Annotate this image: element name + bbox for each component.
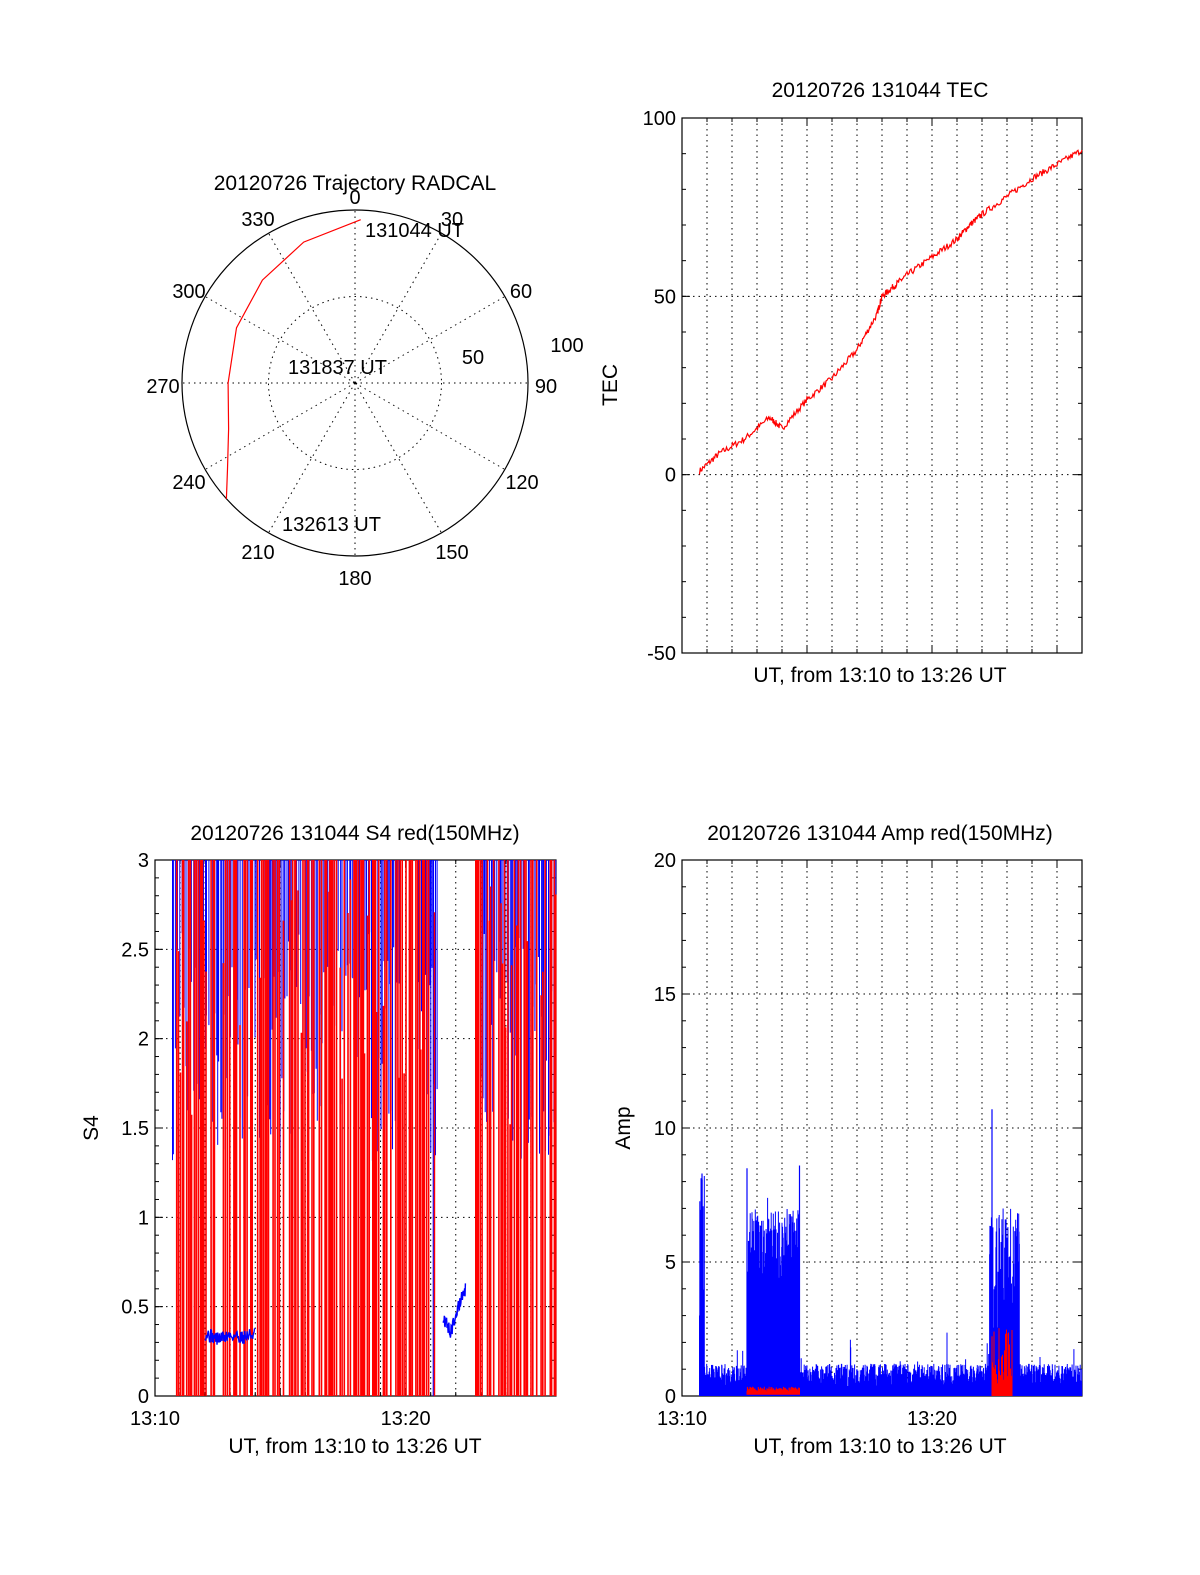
- s4-xlabel: UT, from 13:10 to 13:26 UT: [228, 1435, 481, 1458]
- y-tick-label: 1.5: [121, 1118, 149, 1140]
- polar-angle-label: 270: [146, 376, 179, 398]
- y-tick-label: -50: [647, 643, 676, 665]
- x-tick-label: 13:10: [657, 1408, 707, 1430]
- tec-chart: 20120726 131044 TEC UT, from 13:10 to 13…: [599, 79, 1083, 687]
- y-tick-label: 15: [654, 984, 676, 1006]
- polar-spoke: [204, 296, 356, 384]
- trajectory-point-label: 131044 UT: [365, 220, 464, 242]
- polar-grid-circle-50: [268, 296, 442, 470]
- s4-low-segment: [442, 1283, 467, 1338]
- polar-angle-label: 150: [435, 542, 468, 564]
- polar-spoke: [268, 232, 356, 384]
- trajectory-line: [225, 219, 361, 499]
- y-tick-label: 10: [654, 1118, 676, 1140]
- polar-grid-center: [352, 380, 358, 386]
- polar-title: 20120726 Trajectory RADCAL: [214, 172, 497, 195]
- plot-frame: [681, 117, 1083, 654]
- polar-angle-label: 210: [241, 542, 274, 564]
- y-tick-label: 0.5: [121, 1297, 149, 1319]
- y-tick-label: 50: [654, 286, 676, 308]
- y-tick-label: 2: [138, 1029, 149, 1051]
- x-tick-label: 13:20: [381, 1408, 431, 1430]
- y-tick-label: 20: [654, 850, 676, 872]
- y-tick-label: 0: [138, 1386, 149, 1408]
- y-tick-label: 0: [665, 465, 676, 487]
- polar-spoke: [354, 296, 506, 384]
- y-tick-label: 1: [138, 1207, 149, 1229]
- tec-title: 20120726 131044 TEC: [772, 79, 989, 102]
- tec-ylabel: TEC: [599, 364, 622, 406]
- polar-spoke: [354, 382, 442, 534]
- trajectory-polar-chart: 20120726 Trajectory RADCAL 0 30 60 90 120 150…: [146, 172, 583, 590]
- s4-chart: 20120726 131044 S4 red(150MHz) UT, from …: [80, 822, 557, 1458]
- plot-frame: [681, 859, 1083, 1397]
- tec-xlabel: UT, from 13:10 to 13:26 UT: [753, 664, 1006, 687]
- polar-spoke: [354, 382, 506, 470]
- trajectory-point-label: 131837 UT: [288, 357, 387, 379]
- polar-angle-label: 0: [349, 187, 360, 209]
- polar-spoke: [268, 382, 356, 534]
- x-tick-label: 13:20: [907, 1408, 957, 1430]
- polar-radius-label: 100: [550, 335, 583, 357]
- polar-angle-label: 60: [510, 281, 532, 303]
- polar-outer-circle: [181, 209, 529, 557]
- s4-red-spikes: [175, 860, 436, 1396]
- s4-title: 20120726 131044 S4 red(150MHz): [190, 822, 519, 845]
- polar-angle-label: 300: [172, 281, 205, 303]
- polar-angle-label: 330: [241, 209, 274, 231]
- y-tick-label: 2.5: [121, 939, 149, 961]
- amp-title: 20120726 131044 Amp red(150MHz): [707, 822, 1053, 845]
- polar-angle-label: 240: [172, 472, 205, 494]
- s4-red-spikes: [475, 860, 557, 1396]
- s4-low-segment: [204, 1328, 256, 1345]
- amp-xlabel: UT, from 13:10 to 13:26 UT: [753, 1435, 1006, 1458]
- polar-angle-label: 120: [505, 472, 538, 494]
- amp-blue-signal: [699, 1176, 1083, 1396]
- polar-angle-label: 30: [441, 209, 463, 231]
- y-tick-label: 5: [665, 1252, 676, 1274]
- y-tick-label: 100: [643, 108, 676, 130]
- x-tick-label: 13:10: [130, 1408, 180, 1430]
- amp-chart: 20120726 131044 Amp red(150MHz) UT, from…: [612, 822, 1083, 1458]
- polar-angle-label: 90: [535, 376, 557, 398]
- y-tick-label: 0: [665, 1386, 676, 1408]
- polar-spoke: [354, 232, 442, 384]
- y-tick-label: 3: [138, 850, 149, 872]
- amp-ylabel: Amp: [612, 1106, 635, 1149]
- amp-red-signal: [746, 1328, 1013, 1396]
- tec-series-line: [698, 149, 1083, 475]
- s4-ylabel: S4: [80, 1115, 103, 1141]
- polar-angle-label: 180: [338, 568, 371, 590]
- polar-radius-label: 50: [462, 347, 484, 369]
- trajectory-point-label: 132613 UT: [282, 514, 381, 536]
- polar-spoke: [204, 382, 356, 470]
